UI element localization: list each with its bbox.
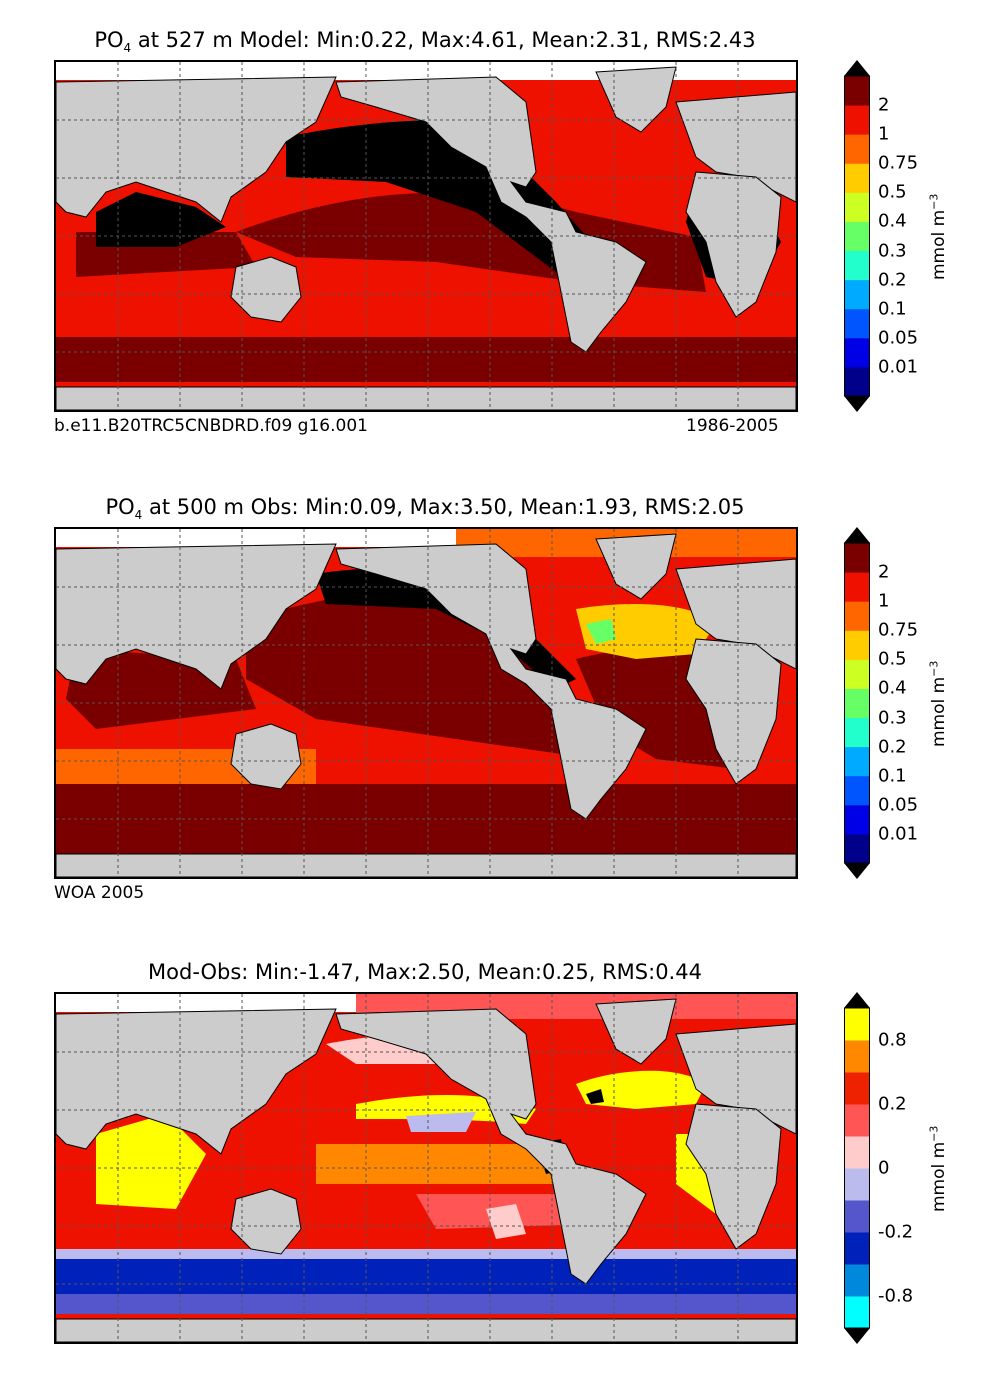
colorbar-segment [844,134,870,164]
colorbar-segment [844,775,870,806]
colorbar-tick-label: 0.5 [878,648,907,670]
colorbar-svg [844,527,870,879]
colorbar-tick-label: 0 [878,1157,890,1179]
panel2-colorbar [844,527,870,879]
panel1-caption-case: b.e11.B20TRC5CNBDRD.f09 g16.001 [54,416,368,436]
colorbar-segment [844,1040,870,1073]
colorbar-segment [844,76,870,106]
colorbar-segment [844,250,870,281]
colorbar-tick-label: 0.8 [878,1029,907,1051]
panel2-map-svg [56,529,796,877]
colorbar-tick-label: 0.2 [878,1093,907,1115]
colorbar-tick-label: 0.4 [878,677,907,699]
panel1-title: PO4 at 527 m Model: Min:0.22, Max:4.61, … [94,28,756,56]
colorbar-border [844,542,870,864]
colorbar-tick-label: -0.2 [878,1221,914,1243]
colorbar-border [844,1007,870,1329]
colorbar-segment [844,1104,870,1137]
colorbar-segment [844,833,870,864]
colorbar-segment [844,1008,870,1041]
panel2-caption-source: WOA 2005 [54,883,145,903]
colorbar-tick-label: 1 [878,123,890,145]
colorbar-segment [844,279,870,310]
colorbar-svg [844,60,870,412]
panel2-map [54,527,798,879]
colorbar-tick-label: 0.05 [878,794,919,816]
colorbar-segment [844,543,870,573]
panel1-colorbar-unit: mmol m−3 [927,193,950,281]
panel1-caption-years: 1986-2005 [686,416,779,436]
colorbar-tick-label: 0.3 [878,707,907,729]
colorbar-segment [844,572,870,602]
panel1-map [54,60,798,412]
colorbar-segment [844,192,870,222]
colorbar-tick-label: -0.8 [878,1285,914,1307]
colorbar-bottom-extend [844,1328,870,1344]
colorbar-segment [844,1136,870,1169]
colorbar-svg [844,992,870,1344]
panel2-colorbar-unit: mmol m−3 [927,660,950,748]
colorbar-tick-label: 0.2 [878,736,907,758]
colorbar-segment [844,1296,870,1329]
colorbar-segment [844,746,870,777]
colorbar-tick-label: 0.1 [878,298,907,320]
colorbar-tick-label: 0.05 [878,327,919,349]
colorbar-tick-label: 0.1 [878,765,907,787]
colorbar-bottom-extend [844,863,870,879]
colorbar-tick-label: 2 [878,94,890,116]
panel2-title: PO4 at 500 m Obs: Min:0.09, Max:3.50, Me… [105,495,745,523]
colorbar-tick-label: 2 [878,561,890,583]
colorbar-tick-label: 0.75 [878,619,919,641]
colorbar-segment [844,630,870,660]
panel3-colorbar [844,992,870,1344]
colorbar-segment [844,337,870,368]
colorbar-segment [844,1232,870,1265]
colorbar-segment [844,601,870,631]
colorbar-segment [844,308,870,339]
colorbar-tick-label: 0.3 [878,240,907,262]
colorbar-top-extend [844,992,870,1008]
colorbar-tick-label: 0.01 [878,356,919,378]
panel3-colorbar-unit: mmol m−3 [927,1125,950,1213]
colorbar-tick-label: 0.75 [878,152,919,174]
colorbar-segment [844,1200,870,1233]
colorbar-tick-label: 0.01 [878,823,919,845]
colorbar-segment [844,1264,870,1297]
colorbar-bottom-extend [844,396,870,412]
colorbar-tick-label: 0.5 [878,181,907,203]
colorbar-top-extend [844,60,870,76]
colorbar-segment [844,1168,870,1201]
colorbar-segment [844,366,870,397]
panel1-colorbar [844,60,870,412]
colorbar-segment [844,688,870,719]
colorbar-tick-label: 0.2 [878,269,907,291]
panel3-map [54,992,798,1344]
colorbar-segment [844,659,870,689]
colorbar-segment [844,804,870,835]
colorbar-segment [844,717,870,748]
colorbar-tick-label: 1 [878,590,890,612]
colorbar-tick-label: 0.4 [878,210,907,232]
panel1-map-svg [56,62,796,410]
colorbar-segment [844,105,870,135]
colorbar-top-extend [844,527,870,543]
panel3-map-svg [56,994,796,1342]
colorbar-segment [844,221,870,252]
panel3-title: Mod-Obs: Min:-1.47, Max:2.50, Mean:0.25,… [148,960,702,984]
colorbar-segment [844,163,870,193]
colorbar-segment [844,1072,870,1105]
colorbar-border [844,75,870,397]
